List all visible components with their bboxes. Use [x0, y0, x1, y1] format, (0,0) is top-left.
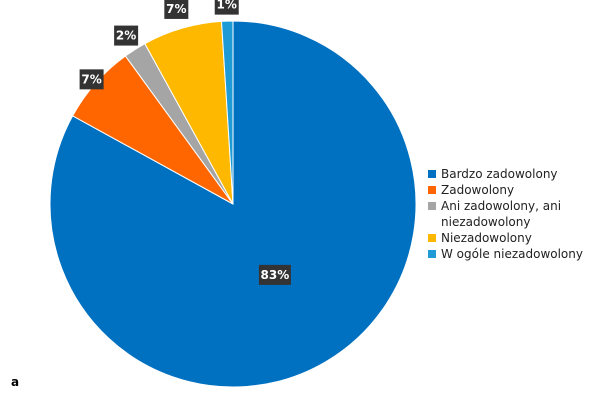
- data-label-zadowolony: 7%: [79, 69, 104, 90]
- svg-text:7%: 7%: [166, 2, 186, 16]
- svg-text:7%: 7%: [81, 72, 101, 86]
- data-label-bardzo-zadowolony: 83%: [258, 264, 291, 285]
- legend-label: Ani zadowolony, ani niezadowolony: [441, 199, 562, 229]
- legend-label: Bardzo zadowolony: [441, 167, 558, 181]
- legend-item-bardzo-zadowolony: Bardzo zadowolony: [428, 166, 603, 182]
- legend-swatch: [428, 202, 436, 210]
- legend-item-w-ogole-niezadowolony: W ogóle niezadowolony: [428, 246, 603, 262]
- panel-letter: a: [11, 375, 20, 389]
- data-label-ani-zadowolony-ani-niezadowolony: 2%: [114, 25, 139, 46]
- legend-item-ani-zadowolony-ani-niezadowolony: Ani zadowolony, ani niezadowolony: [428, 198, 603, 230]
- svg-text:1%: 1%: [217, 0, 237, 12]
- legend-item-zadowolony: Zadowolony: [428, 182, 603, 198]
- legend-swatch: [428, 250, 436, 258]
- legend-item-niezadowolony: Niezadowolony: [428, 230, 603, 246]
- data-label-niezadowolony: 7%: [164, 0, 189, 19]
- legend-swatch: [428, 186, 436, 194]
- svg-text:2%: 2%: [116, 29, 136, 43]
- data-label-w-ogole-niezadowolony: 1%: [214, 0, 239, 15]
- legend: Bardzo zadowolony Zadowolony Ani zadowol…: [428, 166, 603, 262]
- svg-text:83%: 83%: [261, 268, 290, 282]
- legend-label: W ogóle niezadowolony: [441, 247, 583, 261]
- pie-slice-w-ogole-niezadowolony: [220, 20, 234, 205]
- legend-swatch: [428, 234, 436, 242]
- legend-label: Niezadowolony: [441, 231, 532, 245]
- legend-label: Zadowolony: [441, 183, 515, 197]
- legend-swatch: [428, 170, 436, 178]
